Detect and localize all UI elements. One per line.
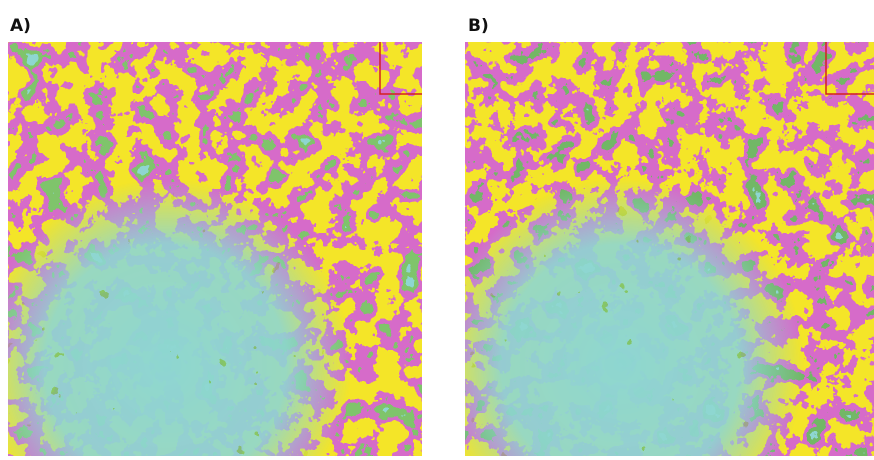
panel-label: A): [10, 16, 31, 36]
panel-b: B): [465, 16, 874, 456]
figure: A) B): [0, 0, 874, 456]
panel-a: A): [8, 16, 422, 456]
panel-label: B): [468, 16, 489, 36]
land-cover-overlay: [8, 42, 422, 456]
land-cover-overlay: [465, 42, 874, 456]
